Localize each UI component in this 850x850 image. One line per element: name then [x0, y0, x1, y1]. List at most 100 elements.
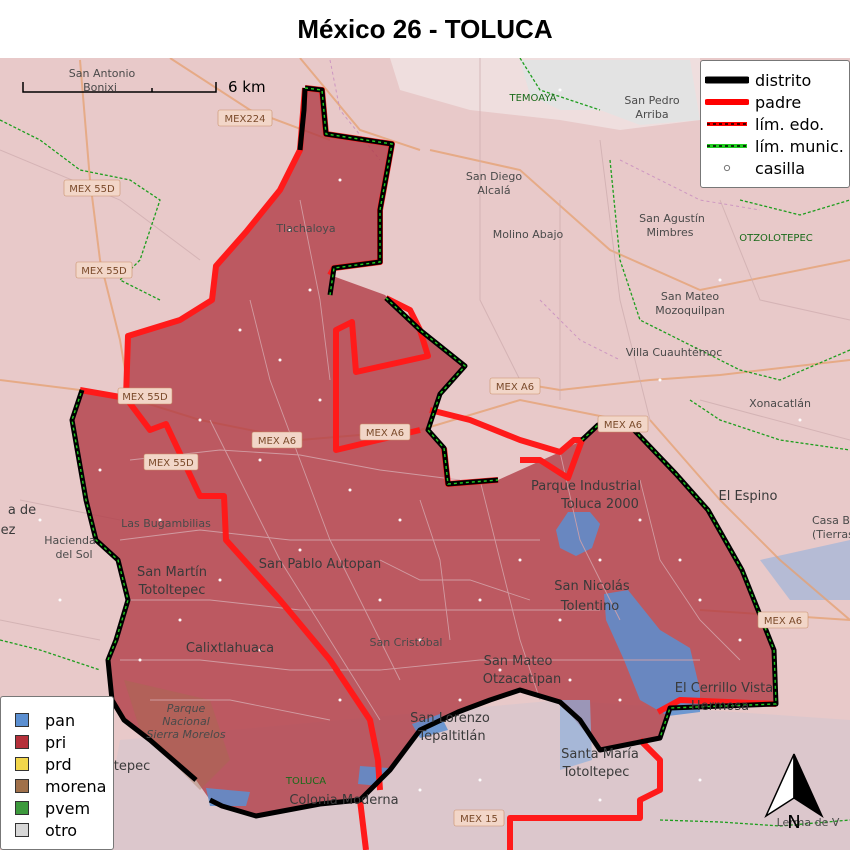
place-san-agustin: San Agustín — [639, 212, 705, 225]
road-mexa6-b: MEX A6 — [366, 428, 404, 439]
place-hermosa: Hermosa — [691, 699, 749, 714]
place-labels: San Antonio Bonixi TEMOAYA San Pedro Arr… — [1, 67, 850, 829]
place-temoaya: TEMOAYA — [509, 93, 557, 104]
place-villa-de: a de — [8, 503, 36, 518]
map-canvas[interactable]: MEX224 MEX 55D MEX 55D MEX 55D MEX 55D M… — [0, 58, 850, 850]
map-title: México 26 - TOLUCA — [297, 14, 553, 44]
road-mexa6-d: MEX A6 — [604, 420, 642, 431]
casilla-points — [38, 88, 802, 802]
place-xonacatlan: Xonacatlán — [749, 397, 811, 410]
party-label-morena: morena — [45, 776, 107, 796]
party-legend: pan pri prd morena pvem otro — [0, 696, 114, 850]
place-tlachaloya: Tlachaloya — [275, 222, 335, 235]
temoaya-urban — [520, 60, 700, 125]
place-san-pablo-autopan: San Pablo Autopan — [259, 557, 381, 572]
pan-precinct-airport[interactable] — [604, 590, 700, 716]
place-nacional: Nacional — [162, 715, 210, 728]
place-bonixi: Bonixi — [83, 81, 117, 94]
party-row-otro: otro — [15, 819, 77, 841]
place-lerma: Lerma de V — [777, 816, 840, 829]
party-row-pri: pri — [15, 731, 66, 753]
precinct-boundaries — [119, 199, 741, 721]
place-tolentino: Tolentino — [560, 599, 619, 614]
road-mex55d-c: MEX 55D — [122, 392, 168, 403]
legend-row-casilla: casilla — [701, 157, 805, 179]
place-otzolotepec: OTZOLOTEPEC — [739, 233, 813, 244]
legend-row-munic: lím. munic. — [701, 135, 844, 157]
place-san-pedro: San Pedro — [624, 94, 679, 107]
legend-row-distrito: distrito — [701, 69, 811, 91]
party-swatch-pan — [15, 713, 29, 727]
place-san-lorenzo: San Lorenzo — [410, 711, 490, 726]
basemap-streams — [329, 59, 761, 361]
place-santa-maria: Santa María — [561, 747, 639, 762]
morena-precinct[interactable] — [124, 680, 230, 790]
party-swatch-morena — [15, 779, 29, 793]
scale-bar — [22, 82, 217, 93]
place-calixtlahuaca: Calixtlahuaca — [186, 641, 274, 656]
party-label-pan: pan — [45, 710, 76, 730]
scale-label: 6 km — [228, 78, 266, 96]
place-alcala: Alcalá — [477, 184, 510, 197]
place-el-cerrillo: El Cerrillo Vista — [675, 681, 773, 696]
place-san-martin: San Martín — [137, 565, 207, 580]
place-parque-industrial: Parque Industrial — [531, 479, 641, 494]
place-el-espino: El Espino — [718, 489, 777, 504]
basemap-minor-roads — [0, 58, 850, 641]
place-villa-ez: ez — [1, 523, 16, 538]
place-villa-cuauhtemoc: Villa Cuauhtémoc — [626, 346, 723, 359]
road-mex15: MEX 15 — [460, 814, 498, 825]
place-san-mateo-mz: San Mateo — [661, 290, 720, 303]
place-totoltepec: Totoltepec — [138, 583, 206, 598]
party-label-otro: otro — [45, 820, 78, 840]
place-tepec: tepec — [114, 759, 151, 774]
district-outline — [69, 85, 779, 819]
legend-label-casilla: casilla — [755, 158, 806, 178]
road-mex55d-b: MEX 55D — [81, 266, 127, 277]
road-mexa6-a: MEX A6 — [258, 436, 296, 447]
party-swatch-otro — [15, 823, 29, 837]
place-otzacatipan: Otzacatipan — [483, 672, 561, 687]
place-colonia-moderna: Colonia Moderna — [289, 793, 398, 808]
party-row-prd: prd — [15, 753, 72, 775]
road-mexa6-c: MEX A6 — [496, 382, 534, 393]
road-mex55d-d: MEX 55D — [148, 458, 194, 469]
legend-swatch-casilla — [705, 157, 749, 179]
place-arriba: Arriba — [635, 108, 668, 121]
party-row-pan: pan — [15, 709, 75, 731]
water-body — [760, 540, 850, 600]
place-san-nicolas: San Nicolás — [554, 579, 630, 594]
party-label-pri: pri — [45, 732, 67, 752]
legend-row-edo: lím. edo. — [701, 113, 824, 135]
district-fill-pri[interactable] — [72, 88, 776, 816]
legend-swatch-padre — [704, 91, 750, 113]
party-row-pvem: pvem — [15, 797, 90, 819]
legend-row-padre: padre — [701, 91, 801, 113]
legend-label-munic: lím. munic. — [755, 136, 844, 156]
road-mexa6-e: MEX A6 — [764, 616, 802, 627]
pan-area-southeast — [560, 700, 592, 770]
place-casa-blanca: Casa Bl — [812, 514, 850, 527]
north-arrow-icon: N — [764, 753, 824, 832]
place-tierras-n: (Tierras N — [812, 528, 850, 541]
legend-swatch-munic — [705, 135, 749, 157]
place-las-bugambilias: Las Bugambilias — [121, 517, 211, 530]
place-tepaltitlan: Tepaltitlán — [417, 729, 485, 744]
place-del-sol: del Sol — [55, 548, 92, 561]
place-toluca: TOLUCA — [285, 776, 326, 787]
party-swatch-pvem — [15, 801, 29, 815]
place-molino-abajo: Molino Abajo — [493, 228, 564, 241]
road-labels: MEX224 MEX 55D MEX 55D MEX 55D MEX 55D M… — [63, 109, 809, 827]
place-mimbres: Mimbres — [646, 226, 693, 239]
place-san-mateo-ot: San Mateo — [484, 654, 553, 669]
party-label-prd: prd — [45, 754, 72, 774]
place-san-cristobal: San Cristóbal — [369, 636, 442, 649]
place-san-diego: San Diego — [466, 170, 522, 183]
legend-label-distrito: distrito — [755, 70, 812, 90]
legend-label-edo: lím. edo. — [755, 114, 825, 134]
legend-label-padre: padre — [755, 92, 802, 112]
place-toluca-2000: Toluca 2000 — [560, 497, 639, 512]
place-mozoquilpan: Mozoquilpan — [655, 304, 725, 317]
party-row-morena: morena — [15, 775, 106, 797]
pan-precinct-industrial[interactable] — [556, 512, 600, 556]
